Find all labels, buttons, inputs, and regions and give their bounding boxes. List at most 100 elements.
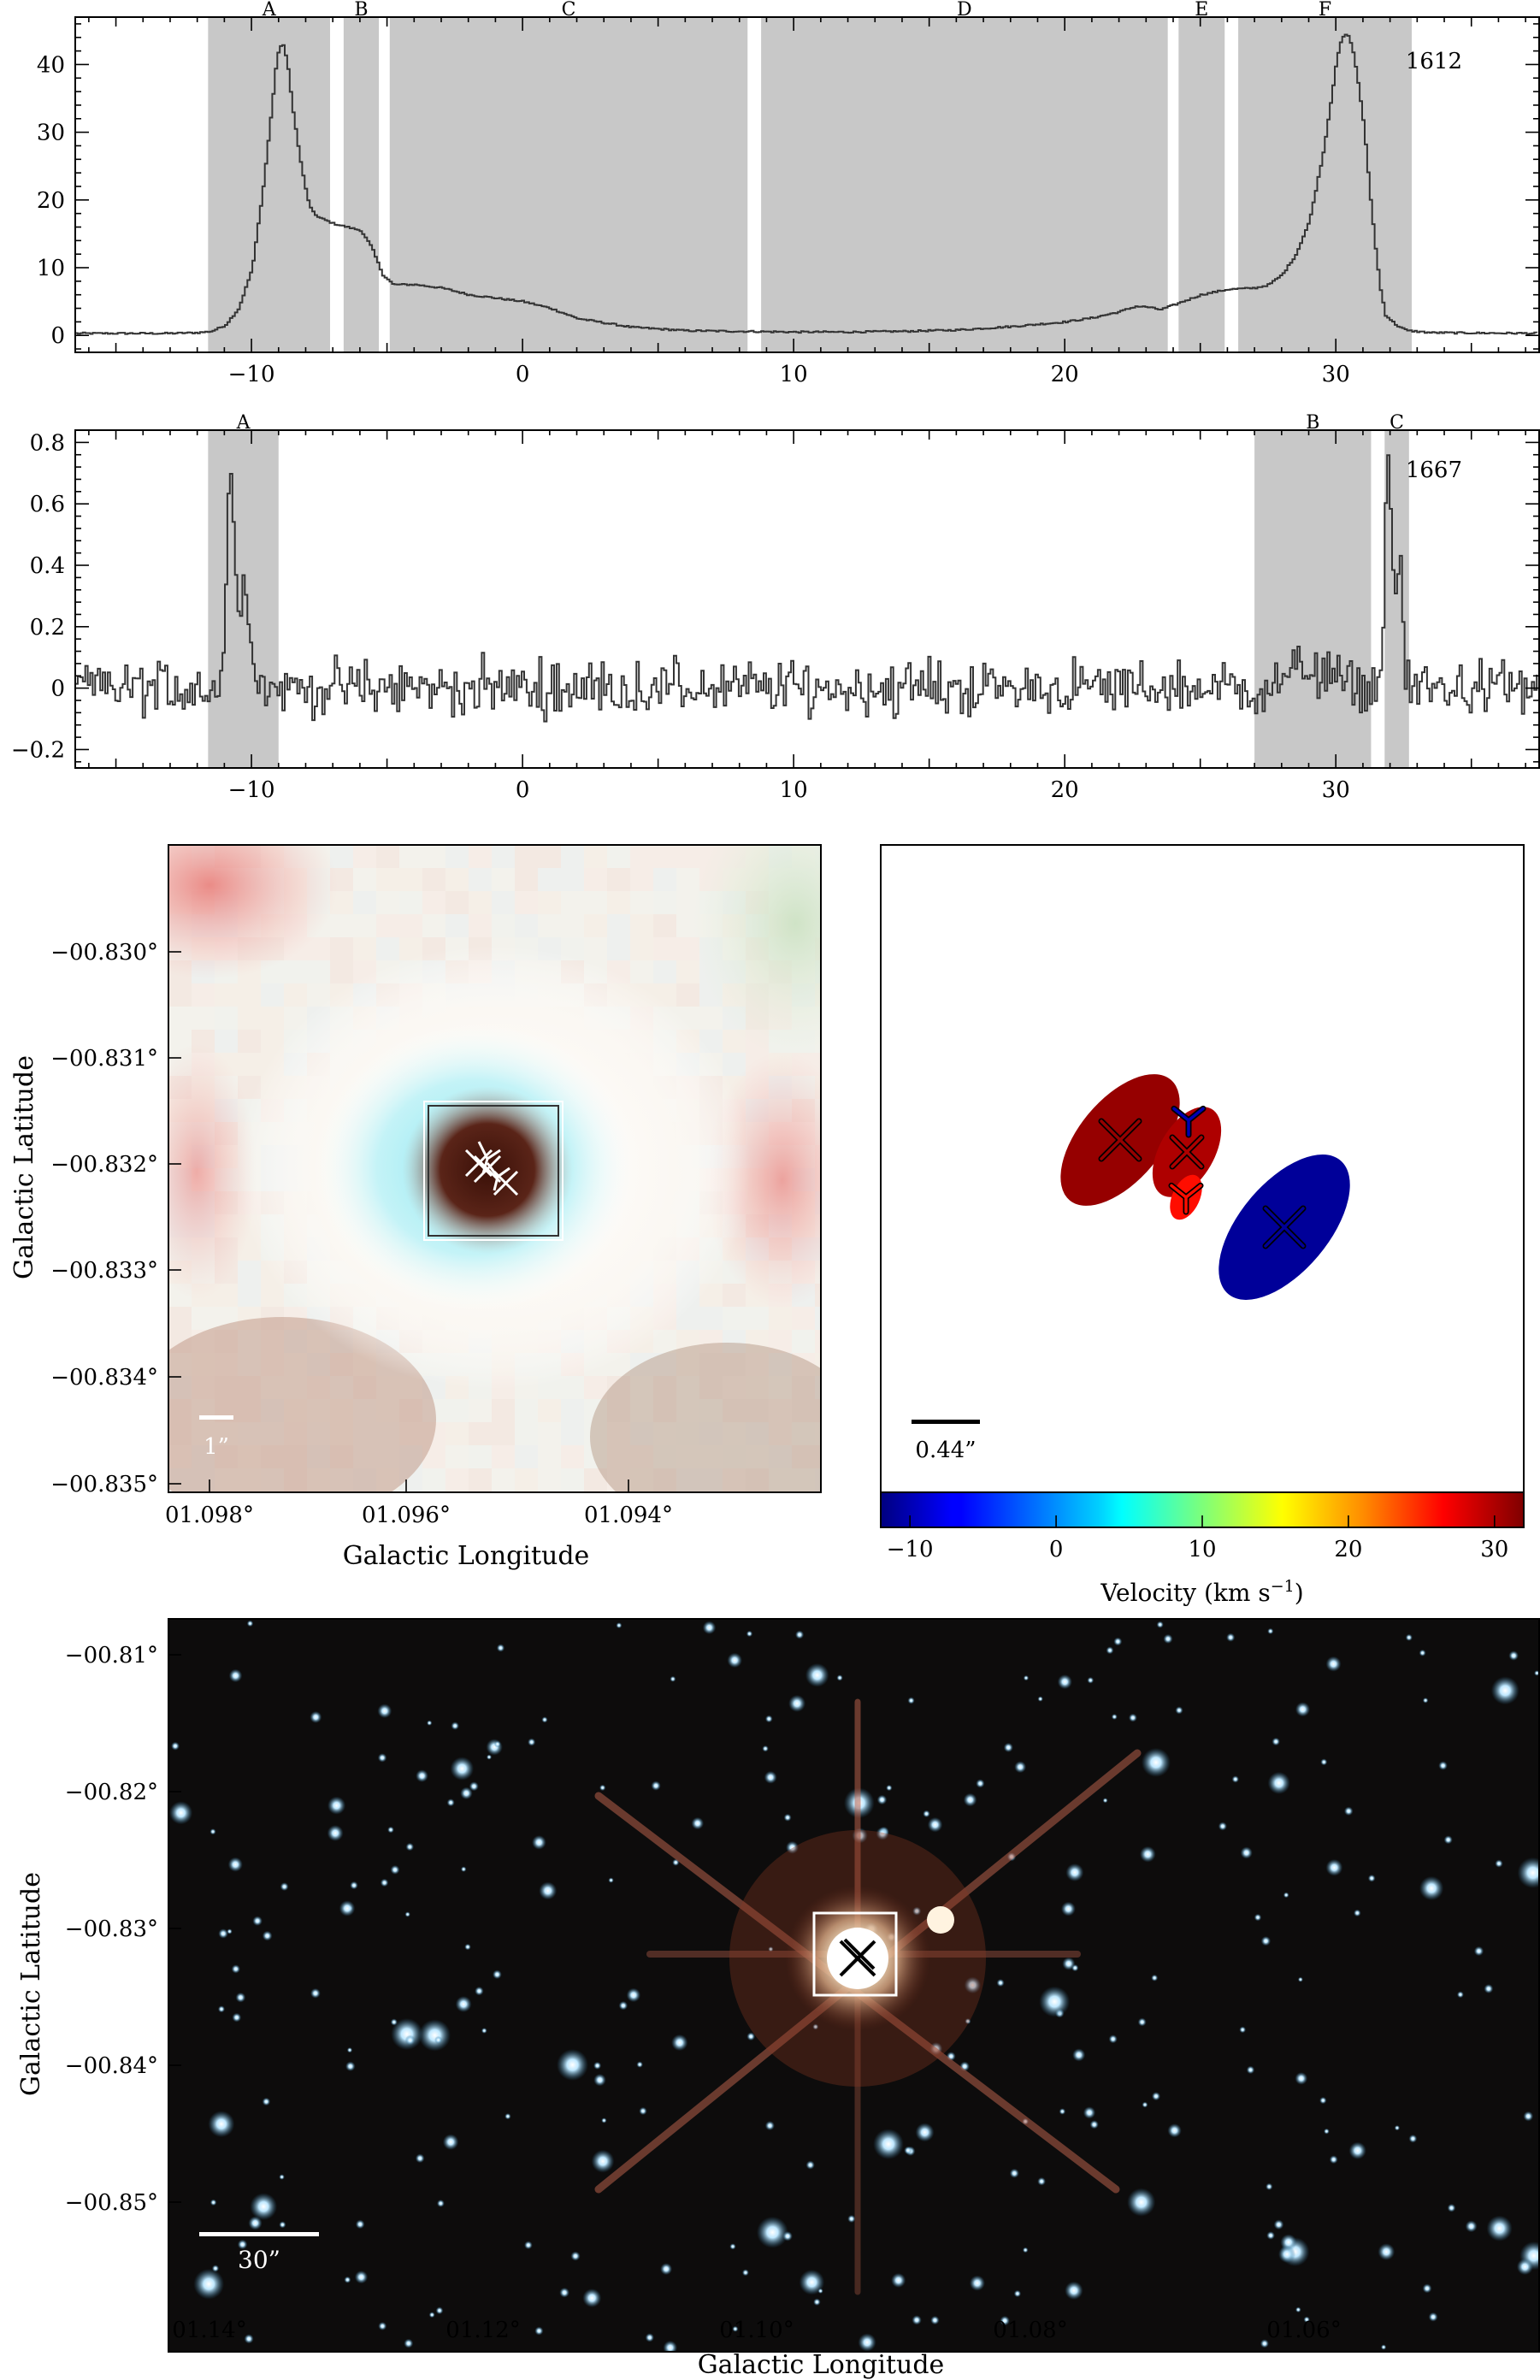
- spectrum-1667-panel: A B C −10 0 10 20 30 −0.2 0 0.2 0.4 0.6 0.8 1667: [11, 412, 1540, 803]
- diffuse-emission: [168, 845, 338, 979]
- field-star: [1295, 1702, 1311, 1717]
- y-axis-label: Galactic Latitude: [9, 1055, 39, 1279]
- image-pixel: [630, 937, 653, 960]
- field-star: [1456, 1991, 1464, 1999]
- image-pixel: [353, 845, 376, 868]
- image-pixel: [653, 937, 676, 960]
- image-pixel: [330, 914, 353, 937]
- colorbar-tick-label: 20: [1334, 1537, 1362, 1562]
- field-star: [528, 1738, 536, 1746]
- field-star: [1065, 1863, 1084, 1881]
- field-star: [524, 2241, 533, 2250]
- field-star: [486, 1739, 503, 1756]
- scale-bar-label: 30”: [238, 2246, 280, 2274]
- image-pixel: [261, 1007, 284, 1030]
- image-pixel: [792, 1491, 815, 1492]
- x-tick-label: 30: [1322, 777, 1350, 803]
- field-star: [404, 2338, 414, 2348]
- field-star: [237, 2239, 248, 2250]
- field-stars: [169, 1620, 1539, 2352]
- image-pixel: [561, 891, 584, 914]
- field-star: [618, 2000, 628, 2011]
- image-pixel: [561, 1422, 584, 1445]
- field-star: [1065, 2281, 1083, 2300]
- field-star: [782, 2231, 793, 2241]
- y-tick-label: −00.831°: [50, 1046, 158, 1072]
- image-pixel: [769, 1491, 792, 1492]
- field-star: [1422, 2283, 1432, 2294]
- field-star: [1295, 2306, 1301, 2313]
- colorbar-tick-label: −10: [887, 1537, 934, 1562]
- field-star: [262, 2097, 271, 2106]
- field-star: [1486, 2215, 1513, 2241]
- image-pixel: [238, 1053, 261, 1076]
- image-pixel: [445, 891, 469, 914]
- field-star: [1324, 2128, 1330, 2135]
- axes-rgb-zoom: −00.830° −00.831° −00.832° −00.833° −00.834°…: [50, 940, 673, 1528]
- field-star: [1246, 2065, 1255, 2075]
- image-pixel: [215, 983, 238, 1007]
- image-frame: [168, 1618, 1540, 2353]
- image-pixel: [168, 1007, 192, 1030]
- image-pixel: [630, 960, 653, 983]
- image-pixel: [215, 1007, 238, 1030]
- y-tick-label: −00.832°: [50, 1152, 158, 1178]
- y-tick-label: 0: [50, 323, 65, 349]
- field-star: [211, 2265, 220, 2272]
- field-star: [377, 1753, 387, 1763]
- wide-field-image: 30”: [168, 1619, 1539, 2352]
- field-star: [1516, 2259, 1533, 2276]
- field-star: [436, 2200, 445, 2207]
- field-star: [570, 2251, 581, 2261]
- x-tick-label: 01.098°: [165, 1503, 254, 1528]
- image-pixel: [469, 891, 492, 914]
- field-star: [601, 2117, 607, 2123]
- x-tick-label: 01.094°: [584, 1503, 673, 1528]
- field-star: [1260, 2339, 1269, 2348]
- field-star: [746, 1630, 753, 1638]
- field-star: [608, 1877, 614, 1883]
- image-pixel: [492, 868, 515, 891]
- field-star: [390, 2018, 398, 2026]
- field-star: [559, 2287, 569, 2298]
- field-star: [1378, 2243, 1395, 2261]
- x-axis-label: Galactic Longitude: [698, 2350, 945, 2380]
- image-pixel: [630, 891, 653, 914]
- velocity-range-label: B: [1306, 412, 1319, 434]
- image-pixel: [469, 1445, 492, 1468]
- image-pixel: [399, 845, 422, 868]
- image-pixel: [815, 1491, 821, 1492]
- image-pixel: [515, 1468, 538, 1491]
- field-star: [1303, 2316, 1310, 2323]
- field-star: [1003, 1742, 1013, 1752]
- image-pixel: [399, 914, 422, 937]
- field-star: [788, 1694, 806, 1712]
- image-pixel: [607, 937, 630, 960]
- field-star: [1022, 2247, 1029, 2253]
- field-star: [762, 1745, 769, 1752]
- image-pixel: [238, 1261, 261, 1284]
- y-marker: [477, 1141, 501, 1174]
- image-pixel: [630, 914, 653, 937]
- field-star: [1239, 2026, 1247, 2034]
- image-pixel: [676, 983, 699, 1007]
- field-star: [976, 1779, 985, 1788]
- field-star: [1438, 1761, 1448, 1770]
- velocity-range-label: C: [562, 0, 576, 21]
- field-star: [1367, 1874, 1376, 1882]
- maser-markers: [839, 1938, 876, 1977]
- image-pixel: [445, 1468, 469, 1491]
- field-star: [764, 1715, 773, 1723]
- field-star: [231, 1964, 240, 1974]
- field-star: [435, 2306, 444, 2315]
- image-pixel: [376, 914, 399, 937]
- image-pixel: [492, 914, 515, 937]
- field-star: [1320, 1758, 1328, 1766]
- field-star: [450, 1757, 475, 1781]
- field-star: [504, 2113, 511, 2120]
- field-star: [1218, 1822, 1227, 1831]
- image-pixel: [538, 1399, 561, 1422]
- velocity-range-label: C: [1390, 412, 1404, 434]
- field-star: [248, 2216, 263, 2230]
- field-star: [232, 2012, 242, 2023]
